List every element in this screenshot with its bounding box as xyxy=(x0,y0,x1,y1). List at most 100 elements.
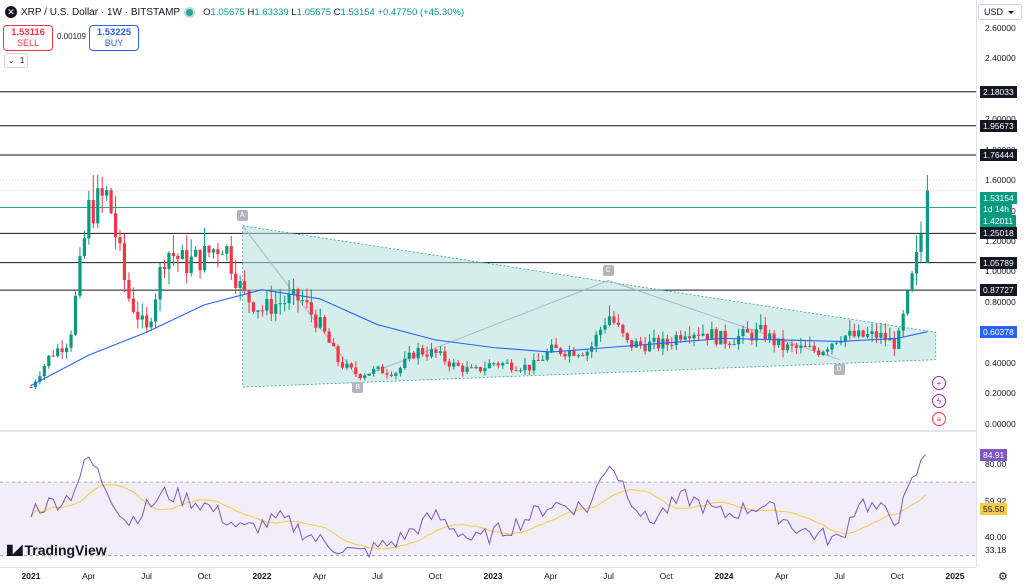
point-d-label[interactable]: D xyxy=(833,363,845,375)
candle-body xyxy=(461,365,465,372)
candle-body xyxy=(723,330,727,344)
candle-body xyxy=(207,245,211,253)
candle-body xyxy=(452,362,456,367)
candle-body xyxy=(403,358,407,368)
candle-body xyxy=(327,331,331,343)
candle-body xyxy=(447,361,451,367)
candle-body xyxy=(118,237,122,244)
candle-body xyxy=(510,362,514,371)
price-tick-label: 2.40000 xyxy=(985,53,1016,64)
candle-body xyxy=(158,266,162,300)
rsi-ma-value-label: 55.50 xyxy=(980,502,1008,515)
xrp-logo-icon: ✕ xyxy=(5,6,17,18)
candle-body xyxy=(714,329,718,345)
gear-icon[interactable]: ⚙ xyxy=(998,571,1008,583)
candle-body xyxy=(719,330,723,345)
candle-body xyxy=(398,367,402,374)
candle-body xyxy=(367,373,371,376)
candle-body xyxy=(919,233,923,252)
candle-body xyxy=(607,316,612,326)
candle-body xyxy=(234,273,238,288)
candle-body xyxy=(73,295,78,335)
candle-body xyxy=(33,381,38,388)
candle-body xyxy=(354,367,358,375)
level-price-label: 1.05789 xyxy=(980,256,1017,269)
candle-body xyxy=(803,345,807,347)
price-tick-label: 2.00000 xyxy=(985,114,1016,124)
point-a-label[interactable]: A xyxy=(236,209,248,221)
candle-body xyxy=(380,366,385,374)
point-c-label[interactable]: C xyxy=(602,264,614,276)
candle-body xyxy=(808,345,812,347)
candle-body xyxy=(852,330,856,337)
time-tick-label: Jul xyxy=(372,571,383,581)
candle-body xyxy=(621,324,625,334)
candle-body xyxy=(269,299,273,314)
buy-label: BUY xyxy=(104,38,124,48)
candle-body xyxy=(336,346,340,363)
symbol-title[interactable]: XRP / U.S. Dollar · 1W · BITSTAMP xyxy=(21,6,181,18)
moving-average-line xyxy=(30,289,928,387)
candle-body xyxy=(434,349,438,353)
ohlc-close: 1.53154 xyxy=(340,6,375,18)
candle-body xyxy=(612,316,616,323)
candle-body xyxy=(202,245,207,271)
price-tick-label: 0.80000 xyxy=(985,296,1016,307)
candle-body xyxy=(247,290,251,303)
candle-body xyxy=(732,344,736,346)
candle-body xyxy=(799,345,803,348)
candle-body xyxy=(550,344,554,352)
time-tick-label: 2023 xyxy=(483,571,503,581)
candle-body xyxy=(710,329,714,340)
candle-body xyxy=(870,331,874,334)
ohlc-low-key: L xyxy=(291,6,297,18)
candle-body xyxy=(363,375,367,379)
candle-body xyxy=(474,367,478,369)
currency-selector[interactable]: USD xyxy=(978,4,1022,20)
collapse-button[interactable]: ⌄ 1 xyxy=(4,53,28,68)
candle-body xyxy=(487,363,491,369)
candle-body xyxy=(527,364,531,371)
sell-button[interactable]: 1.53116 SELL xyxy=(3,25,53,51)
candle-body xyxy=(438,351,442,353)
candle-body xyxy=(696,334,701,336)
buy-button[interactable]: 1.53225 BUY xyxy=(89,25,139,51)
price-chart[interactable] xyxy=(0,0,976,567)
candle-body xyxy=(857,330,861,337)
candle-body xyxy=(585,351,589,356)
add-alert-icon[interactable]: + xyxy=(932,376,946,390)
candle-body xyxy=(901,313,905,331)
candle-body xyxy=(692,334,696,339)
candle-body xyxy=(652,337,656,342)
candle-body xyxy=(220,253,224,255)
lightning-icon[interactable]: ϟ xyxy=(932,394,946,408)
flag-icon[interactable]: ≡ xyxy=(932,412,946,426)
rsi-tick-label: 59.92 xyxy=(985,495,1007,506)
candle-body xyxy=(385,373,389,375)
time-tick-label: 2024 xyxy=(714,571,734,581)
candle-body xyxy=(309,302,313,315)
candle-body xyxy=(376,366,380,369)
candle-body xyxy=(625,333,629,341)
pane-separator[interactable] xyxy=(0,430,976,432)
candle-body xyxy=(785,344,790,351)
candle-body xyxy=(594,334,598,347)
ohlc-low: 1.05675 xyxy=(296,6,331,18)
candle-body xyxy=(523,364,527,371)
triangle-pattern xyxy=(242,225,937,388)
candle-body xyxy=(154,299,158,322)
candle-body xyxy=(843,335,847,342)
candle-body xyxy=(287,294,291,304)
time-tick-label: Oct xyxy=(428,571,442,581)
candle-body xyxy=(536,360,540,362)
time-tick-label: Apr xyxy=(544,571,558,581)
candle-body xyxy=(105,190,109,196)
candle-body xyxy=(630,340,634,348)
market-open-icon xyxy=(186,8,194,16)
candle-body xyxy=(639,341,643,345)
time-tick-label: Jul xyxy=(834,571,845,581)
time-axis[interactable] xyxy=(0,567,976,584)
price-tick-label: 1.20000 xyxy=(985,235,1016,246)
candle-body xyxy=(897,330,901,349)
point-b-label[interactable]: B xyxy=(352,381,364,393)
